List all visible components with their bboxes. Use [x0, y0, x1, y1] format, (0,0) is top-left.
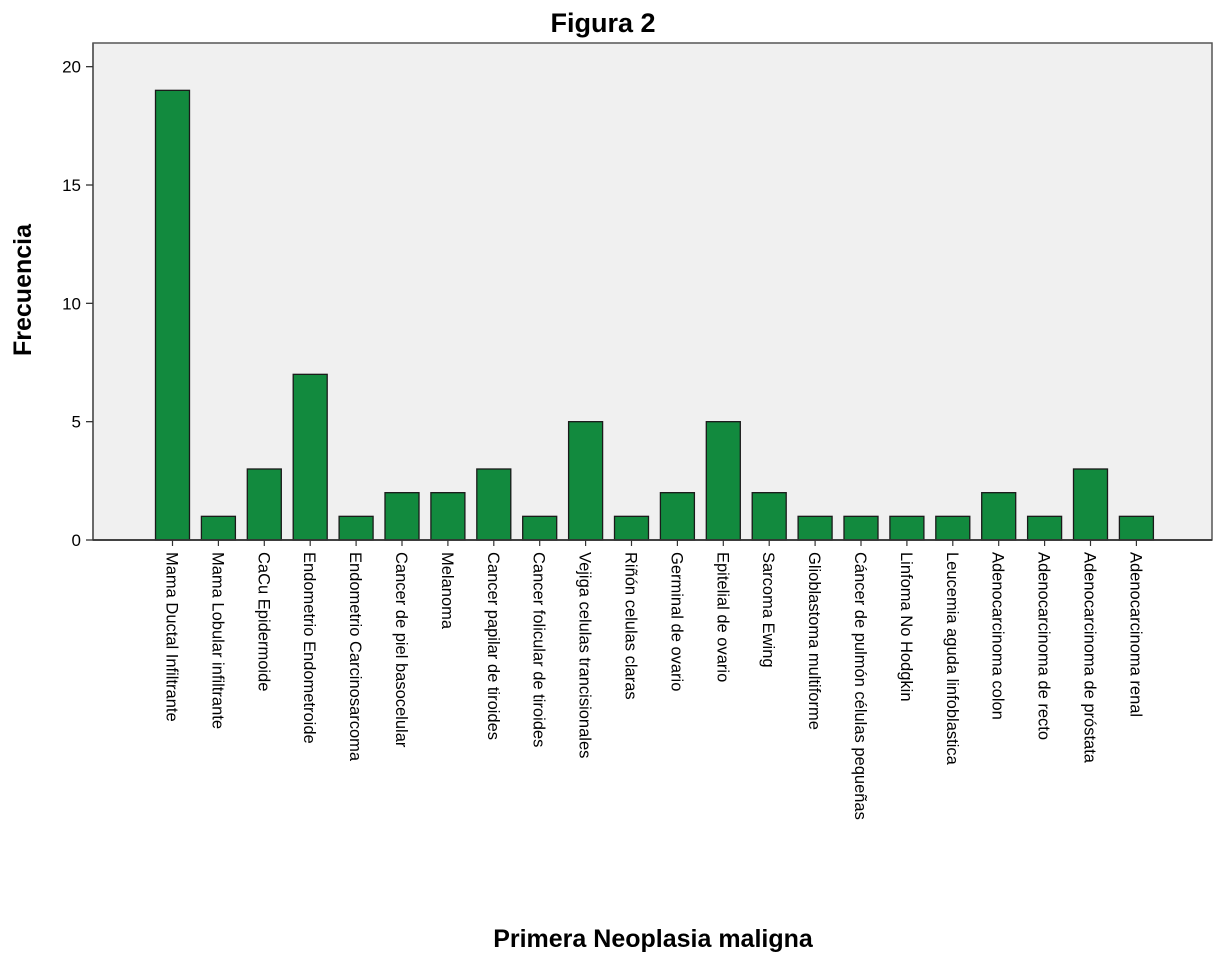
x-axis: Mama Ductal Infiltrante Mama Lobular infi…: [93, 539, 1212, 820]
y-axis-title: Frecuencia: [9, 223, 37, 356]
bar: [567, 421, 604, 541]
x-category-label: Adenocarcinoma renal: [1126, 552, 1144, 717]
y-tick-label: 10: [62, 294, 81, 313]
bar: [1026, 515, 1063, 541]
x-category-label: Epitelial de ovario: [713, 552, 731, 682]
bar: [430, 492, 466, 541]
bar: [935, 515, 971, 541]
chart-title: Figura 2: [550, 8, 655, 38]
bar: [843, 515, 879, 541]
x-category-label: Linfoma No Hodgkin: [897, 552, 915, 702]
x-category-label: Adenocarcinoma de próstata: [1081, 552, 1099, 764]
x-category-label: Riñón celulas claras: [622, 552, 640, 700]
bar: [476, 468, 512, 541]
x-category-label: Cancer papilar de tiroides: [484, 552, 502, 740]
bar: [384, 492, 420, 541]
bar: [797, 515, 833, 541]
y-tick-label: 5: [72, 413, 81, 432]
x-category-label: Cancer folicular de tiroides: [530, 552, 548, 747]
y-axis: 0 5 10 15 20: [62, 43, 94, 550]
x-category-label: Vejiga celulas trancisionales: [576, 552, 594, 758]
bar: [889, 515, 925, 541]
x-category-label: Sarcoma Ewing: [759, 552, 777, 668]
bar: [246, 468, 282, 541]
bar: [751, 492, 787, 541]
x-category-label: Glioblastoma multiforme: [805, 552, 823, 730]
x-axis-title: Primera Neoplasia maligna: [493, 925, 814, 953]
bar: [154, 89, 191, 541]
bar: [200, 515, 237, 541]
bar: [292, 373, 328, 541]
bar: [522, 515, 558, 541]
x-category-label: Adenocarcinoma colon: [989, 552, 1007, 720]
bar: [1072, 468, 1109, 541]
x-category-label: Mama Ductal Infiltrante: [163, 552, 181, 722]
bar: [338, 515, 374, 541]
x-category-label: Cancer de piel basocelular: [392, 552, 410, 748]
bar: [613, 515, 650, 541]
plot-area: [92, 42, 1213, 541]
bars-layer: [154, 89, 1155, 541]
x-category-label: Endometrio Carcinosarcoma: [346, 552, 364, 762]
x-category-label: Adenocarcinoma de recto: [1035, 552, 1053, 740]
bar: [1118, 515, 1155, 541]
x-category-label: Cáncer de pulmón células pequeñas: [851, 552, 869, 820]
bar: [659, 492, 696, 541]
y-tick-label: 20: [62, 58, 81, 77]
x-category-label: Germinal de ovario: [667, 552, 685, 691]
x-category-label: Leucemia aguda linfoblastica: [943, 552, 961, 766]
x-category-label: Mama Lobular infiltrante: [208, 552, 226, 729]
x-category-label: CaCu Epidermoide: [254, 552, 272, 691]
x-category-label: Endometrio Endometroide: [300, 552, 318, 744]
y-tick-label: 0: [72, 531, 81, 550]
y-tick-label: 15: [62, 176, 81, 195]
bar: [981, 492, 1017, 541]
bar: [705, 421, 741, 541]
x-category-label: Melanoma: [438, 552, 456, 630]
